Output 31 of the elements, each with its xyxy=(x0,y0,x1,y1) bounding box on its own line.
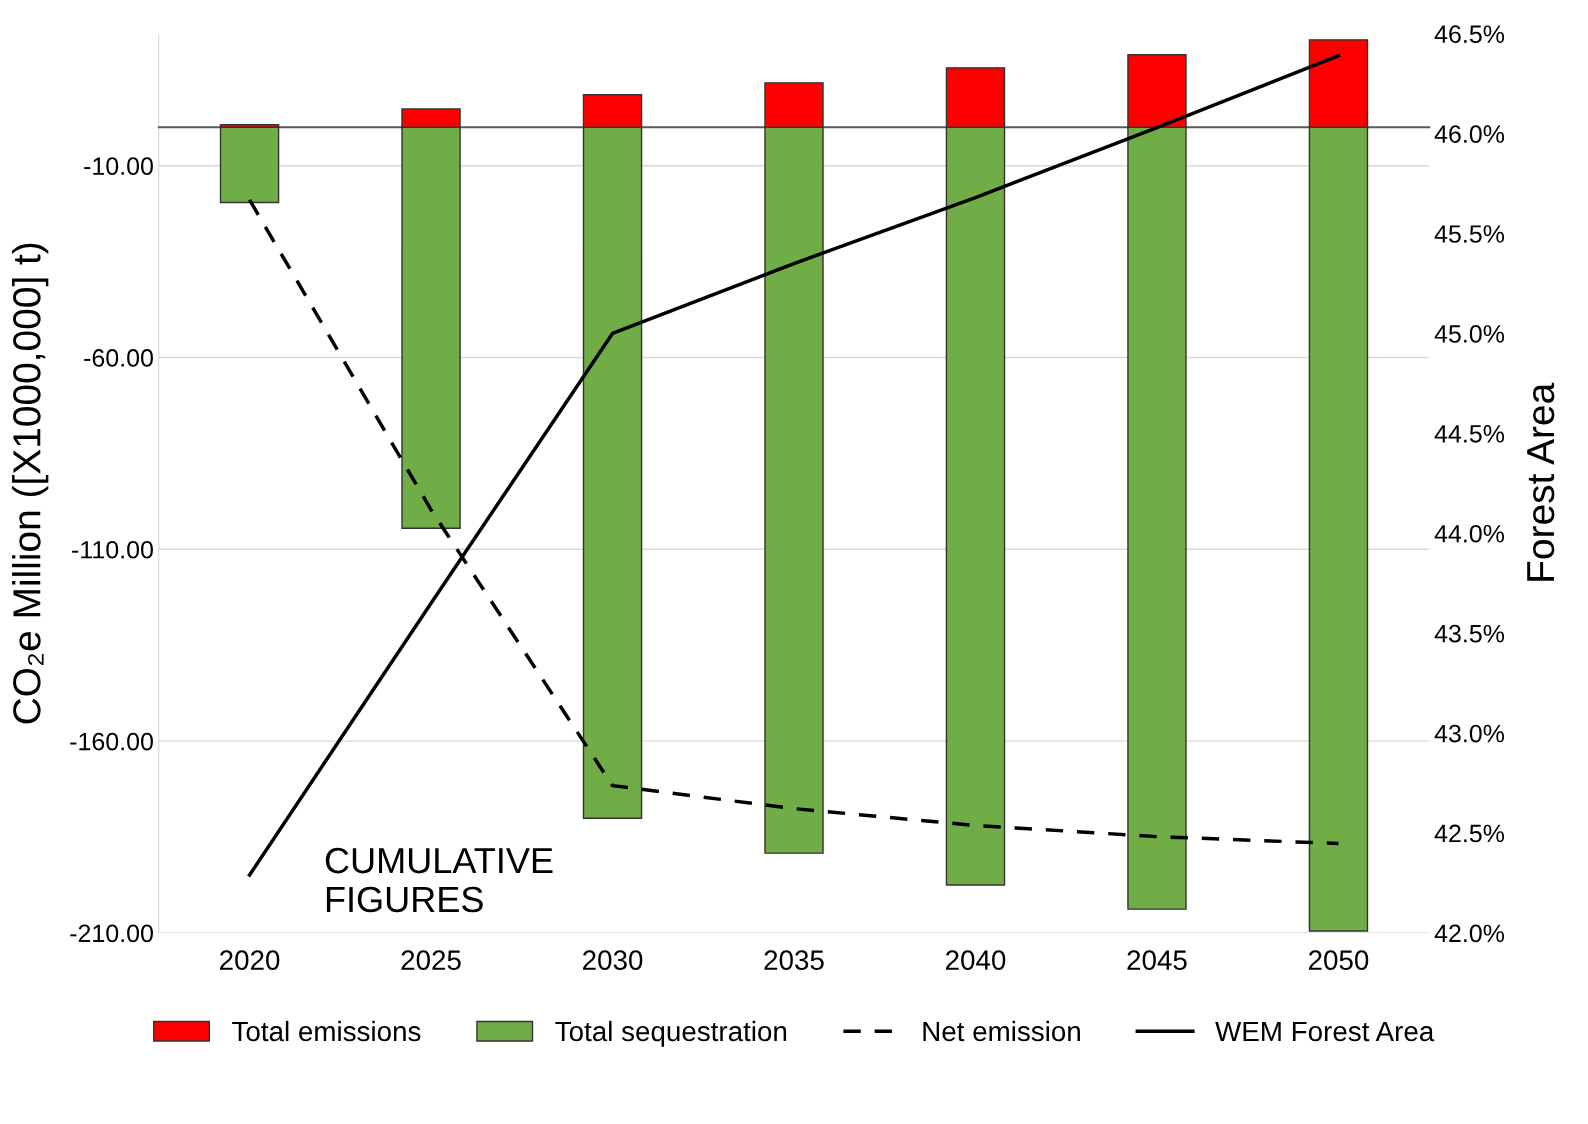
y-axis-title: CO₂e Million ([X1000,000] t) xyxy=(12,243,49,724)
x-tick-label: 2030 xyxy=(583,950,643,970)
y2-axis-title: Forest Area xyxy=(1527,382,1555,581)
y-tick-label: -210.00 xyxy=(70,924,153,943)
y2-tick-label: 45.0% xyxy=(1434,325,1505,343)
annotation: CUMULATIVE FIGURES xyxy=(325,847,553,913)
y-tick-label: -60.00 xyxy=(84,349,153,367)
bar xyxy=(219,126,280,204)
y2-tick-label: 42.0% xyxy=(1434,924,1505,943)
y2-tick-label: 42.5% xyxy=(1434,824,1505,843)
legend-label: Net emission xyxy=(923,1020,1080,1042)
legend-label: Total sequestration xyxy=(555,1020,787,1047)
x-tick-label: 2045 xyxy=(1127,950,1187,970)
x-tick-label: 2020 xyxy=(220,950,280,970)
x-tick-label: 2050 xyxy=(1308,950,1369,970)
x-tick-label: 2040 xyxy=(945,950,1006,970)
y2-tick-label: 46.0% xyxy=(1434,125,1505,143)
y-tick-label: -10.00 xyxy=(84,157,153,175)
y2-tick-label: 43.5% xyxy=(1434,624,1505,643)
x-tick-label: 2035 xyxy=(764,950,824,970)
y-tick-label: -160.00 xyxy=(70,732,153,751)
y2-tick-label: 45.5% xyxy=(1434,225,1505,243)
x-tick-label: 2025 xyxy=(401,950,461,970)
legend-label: WEM Forest Area xyxy=(1215,1021,1435,1042)
line-series xyxy=(247,53,1341,877)
legend-label: Total emissions xyxy=(232,1020,421,1042)
y2-tick-label: 44.5% xyxy=(1434,425,1505,443)
y2-tick-label: 43.0% xyxy=(1434,724,1505,743)
y-tick-label: -110.00 xyxy=(72,540,153,559)
y2-tick-label: 44.0% xyxy=(1434,524,1505,543)
y2-tick-label: 46.5% xyxy=(1434,25,1505,44)
